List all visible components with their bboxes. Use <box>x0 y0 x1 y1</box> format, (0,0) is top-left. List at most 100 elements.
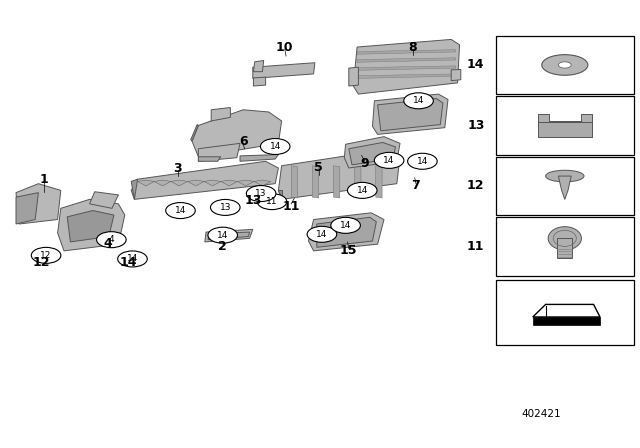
Ellipse shape <box>260 138 290 155</box>
Polygon shape <box>344 137 400 168</box>
Polygon shape <box>538 121 592 137</box>
Text: 14: 14 <box>175 206 186 215</box>
Text: 2: 2 <box>218 240 227 253</box>
Polygon shape <box>308 213 384 251</box>
Ellipse shape <box>97 232 126 248</box>
Text: 4: 4 <box>103 237 112 250</box>
Polygon shape <box>192 110 282 157</box>
Text: 14: 14 <box>340 221 351 230</box>
Ellipse shape <box>257 194 287 210</box>
Text: 8: 8 <box>408 40 417 54</box>
Text: 14: 14 <box>467 58 484 72</box>
Polygon shape <box>317 217 376 247</box>
Polygon shape <box>372 94 448 134</box>
Polygon shape <box>237 180 254 186</box>
Ellipse shape <box>404 93 433 109</box>
Ellipse shape <box>542 55 588 75</box>
Text: 11: 11 <box>282 199 300 213</box>
FancyBboxPatch shape <box>496 96 634 155</box>
Polygon shape <box>191 125 198 141</box>
Polygon shape <box>538 114 592 122</box>
Text: 14: 14 <box>417 157 428 166</box>
Polygon shape <box>16 184 61 224</box>
Polygon shape <box>198 157 221 161</box>
Polygon shape <box>67 211 114 242</box>
Polygon shape <box>90 192 118 208</box>
Ellipse shape <box>559 62 572 68</box>
Polygon shape <box>254 180 271 186</box>
Polygon shape <box>312 166 319 198</box>
Polygon shape <box>378 99 443 131</box>
Polygon shape <box>357 74 456 78</box>
Polygon shape <box>357 50 456 54</box>
Polygon shape <box>278 190 282 199</box>
Ellipse shape <box>208 227 237 243</box>
Ellipse shape <box>408 153 437 169</box>
Polygon shape <box>532 317 600 325</box>
Ellipse shape <box>374 152 404 168</box>
Text: 13: 13 <box>467 119 484 132</box>
Polygon shape <box>188 180 204 186</box>
Text: 9: 9 <box>360 157 369 170</box>
Text: 14: 14 <box>413 96 424 105</box>
Text: 13: 13 <box>220 203 231 212</box>
Text: 14: 14 <box>119 255 137 269</box>
Text: 13: 13 <box>244 194 262 207</box>
Polygon shape <box>211 108 230 121</box>
Polygon shape <box>198 143 240 161</box>
Text: 402421: 402421 <box>521 409 561 419</box>
Polygon shape <box>131 179 138 199</box>
Ellipse shape <box>545 170 584 182</box>
Polygon shape <box>208 232 250 240</box>
Polygon shape <box>253 60 264 72</box>
Polygon shape <box>291 166 298 198</box>
Polygon shape <box>349 67 358 86</box>
Polygon shape <box>559 176 572 199</box>
Polygon shape <box>253 77 266 86</box>
Text: 5: 5 <box>314 160 323 174</box>
Text: 14: 14 <box>316 230 328 239</box>
Text: 14: 14 <box>217 231 228 240</box>
Polygon shape <box>349 142 396 165</box>
Polygon shape <box>353 39 460 94</box>
Text: 12: 12 <box>467 179 484 193</box>
Polygon shape <box>557 238 573 258</box>
Polygon shape <box>58 199 125 251</box>
Text: 14: 14 <box>127 254 138 263</box>
Ellipse shape <box>166 202 195 219</box>
Ellipse shape <box>331 217 360 233</box>
Polygon shape <box>171 180 188 186</box>
Text: 3: 3 <box>173 161 182 175</box>
Polygon shape <box>357 66 456 70</box>
Circle shape <box>548 227 582 250</box>
Text: 1: 1 <box>39 172 48 186</box>
Text: 12: 12 <box>33 256 51 270</box>
Ellipse shape <box>307 226 337 242</box>
Polygon shape <box>253 63 315 78</box>
Text: 10: 10 <box>276 40 294 54</box>
Text: 11: 11 <box>266 197 278 206</box>
FancyBboxPatch shape <box>496 157 634 215</box>
Polygon shape <box>376 166 382 198</box>
Text: 13: 13 <box>255 189 267 198</box>
Polygon shape <box>131 161 278 199</box>
FancyBboxPatch shape <box>496 280 634 345</box>
Polygon shape <box>532 305 600 317</box>
Text: 6: 6 <box>239 134 248 148</box>
Text: 14: 14 <box>383 156 395 165</box>
Polygon shape <box>204 180 221 186</box>
Polygon shape <box>138 180 154 186</box>
Text: 14: 14 <box>269 142 281 151</box>
FancyBboxPatch shape <box>496 217 634 276</box>
Polygon shape <box>154 180 171 186</box>
Polygon shape <box>355 166 361 198</box>
Polygon shape <box>221 180 237 186</box>
Text: 4: 4 <box>109 235 114 244</box>
Polygon shape <box>16 193 38 224</box>
Ellipse shape <box>246 185 276 202</box>
Polygon shape <box>357 58 456 62</box>
Text: 12: 12 <box>40 251 52 260</box>
FancyBboxPatch shape <box>496 36 634 94</box>
Polygon shape <box>333 166 340 198</box>
Polygon shape <box>451 69 461 81</box>
